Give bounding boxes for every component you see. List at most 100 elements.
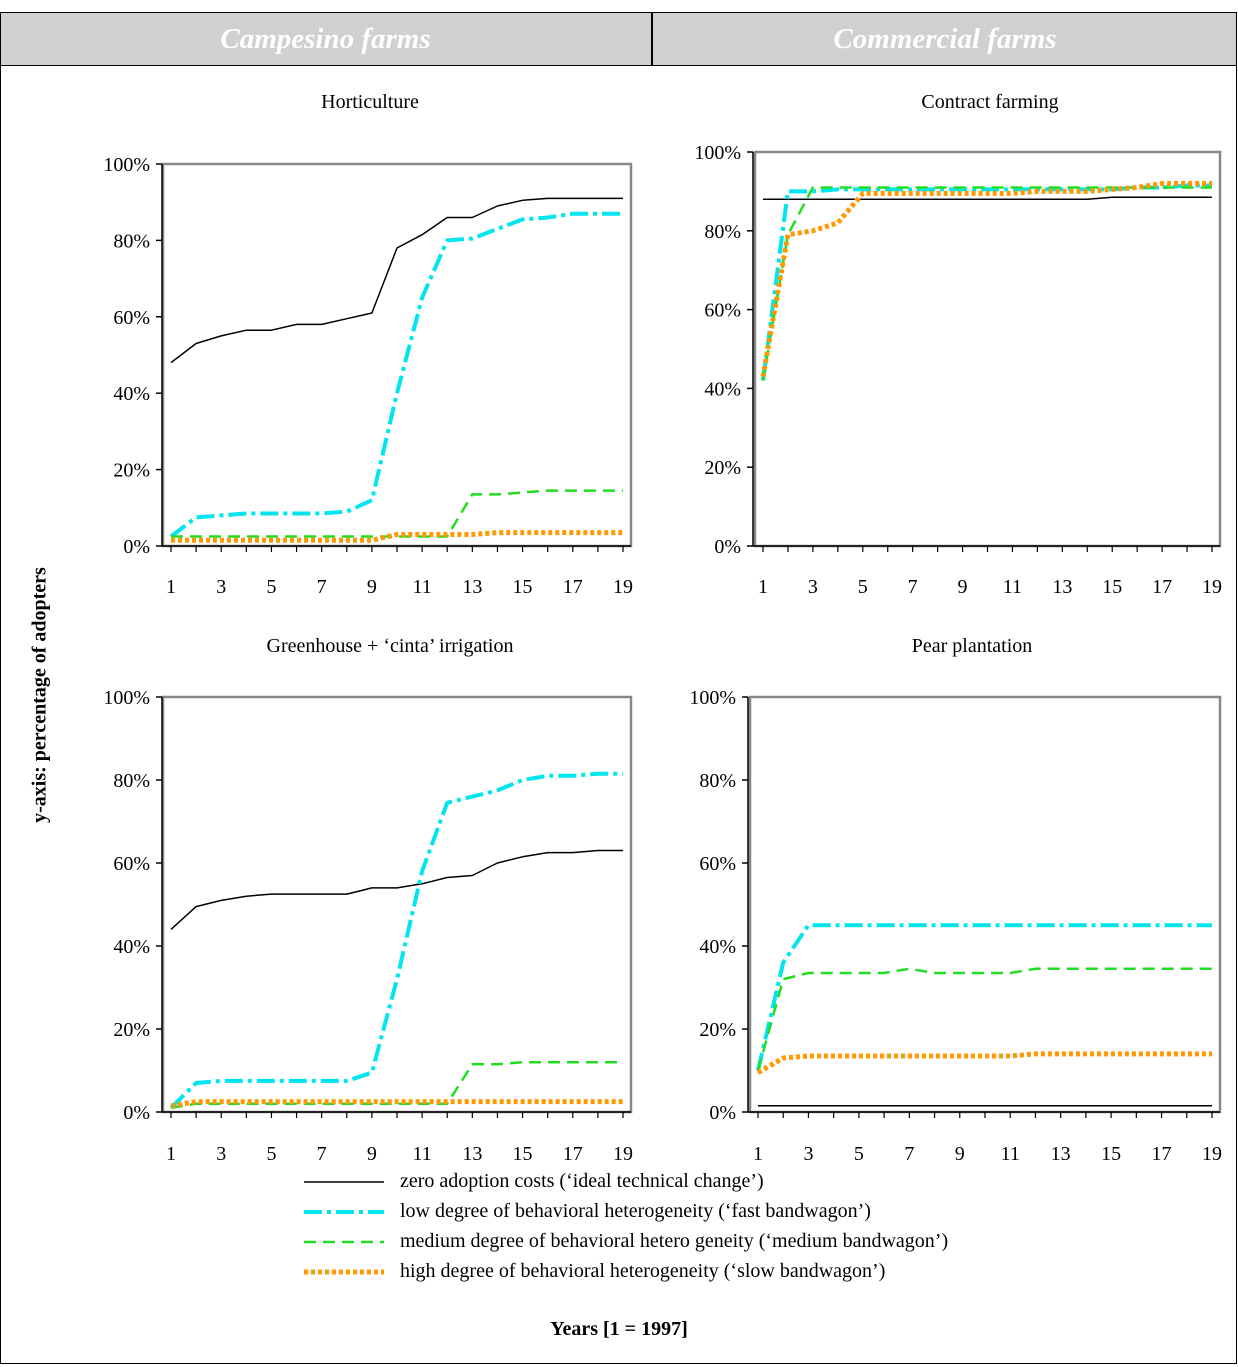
x-tick-label-2-5: 11 (1003, 576, 1022, 598)
x-tick-label-3-2: 5 (266, 1143, 276, 1165)
series-line-slow-4 (756, 1051, 1212, 1075)
chart-title-4: Pear plantation (912, 635, 1033, 657)
x-tick-label-3-0: 1 (166, 1143, 176, 1165)
y-tick-label-3-1: 20% (113, 1019, 150, 1041)
header-row (0, 12, 1237, 66)
x-tick-label-4-3: 7 (904, 1143, 914, 1165)
legend-swatch-medium (304, 1240, 384, 1244)
x-tick-label-3-8: 17 (563, 1143, 583, 1165)
x-tick-label-4-1: 3 (803, 1143, 813, 1165)
x-tick-label-4-2: 5 (854, 1143, 864, 1165)
x-tick-label-3-4: 9 (367, 1143, 377, 1165)
series-line-slow-1 (171, 530, 623, 543)
x-tick-label-4-4: 9 (955, 1143, 965, 1165)
legend-swatch-ideal (304, 1181, 384, 1183)
series-line-ideal-2 (763, 196, 1212, 201)
x-tick-label-3-7: 15 (513, 1143, 533, 1165)
x-tick-label-3-9: 19 (613, 1143, 633, 1165)
x-tick-label-2-3: 7 (908, 576, 918, 598)
x-tick-label-3-3: 7 (317, 1143, 327, 1165)
x-tick-label-4-0: 1 (753, 1143, 763, 1165)
y-tick-label-4-3: 60% (699, 853, 736, 875)
x-tick-label-1-8: 17 (563, 576, 583, 598)
plot-area-2 (753, 150, 1222, 548)
series-line-fast-2 (761, 183, 1212, 381)
x-tick-label-4-6: 13 (1051, 1143, 1071, 1165)
x-tick-label-1-2: 5 (266, 576, 276, 598)
y-tick-label-2-3: 60% (704, 300, 741, 322)
series-line-slow-3 (170, 1099, 623, 1109)
series-line-ideal-1 (170, 197, 623, 364)
header-campesino-farms: Campesino farms (220, 23, 431, 55)
y-tick-label-3-3: 60% (113, 853, 150, 875)
y-tick-label-4-4: 80% (699, 770, 736, 792)
series-line-fast-1 (169, 211, 623, 539)
y-tick-label-2-5: 100% (694, 142, 741, 164)
y-tick-label-2-2: 40% (704, 378, 741, 400)
plot-area-1 (161, 162, 633, 548)
x-tick-label-4-7: 15 (1101, 1143, 1121, 1165)
y-tick-label-4-1: 20% (699, 1019, 736, 1041)
legend-swatch-fast (304, 1210, 384, 1214)
x-tick-label-2-9: 19 (1202, 576, 1222, 598)
x-tick-label-2-2: 5 (858, 576, 868, 598)
x-tick-label-1-7: 15 (513, 576, 533, 598)
plot-area-4 (748, 695, 1222, 1114)
series-line-fast-3 (169, 771, 623, 1110)
x-tick-label-2-4: 9 (958, 576, 968, 598)
y-tick-label-1-0: 0% (123, 536, 150, 558)
y-tick-label-4-5: 100% (689, 687, 736, 709)
chart-title-2: Contract farming (921, 91, 1058, 113)
x-tick-label-1-9: 19 (613, 576, 633, 598)
series-line-ideal-3 (170, 849, 623, 930)
x-tick-label-3-5: 11 (412, 1143, 431, 1165)
legend-swatch-slow (304, 1269, 384, 1275)
legend-label-ideal: zero adoption costs (‘ideal technical ch… (400, 1170, 764, 1192)
legend-label-fast: low degree of behavioral heterogeneity (… (400, 1200, 871, 1222)
x-tick-label-2-7: 15 (1102, 576, 1122, 598)
y-tick-label-1-2: 40% (113, 383, 150, 405)
header-divider (651, 12, 653, 66)
y-tick-label-1-4: 80% (113, 230, 150, 252)
x-tick-label-1-3: 7 (317, 576, 327, 598)
series-line-medium-2 (761, 186, 1212, 381)
x-tick-label-4-5: 11 (1001, 1143, 1020, 1165)
x-tick-label-3-6: 13 (462, 1143, 482, 1165)
x-tick-label-2-0: 1 (758, 576, 768, 598)
legend-label-slow: high degree of behavioral heterogeneity … (400, 1260, 886, 1282)
y-tick-label-2-4: 80% (704, 221, 741, 243)
y-tick-label-2-0: 0% (714, 536, 741, 558)
y-tick-label-1-5: 100% (103, 154, 150, 176)
x-tick-label-1-0: 1 (166, 576, 176, 598)
plot-area-3 (161, 695, 633, 1114)
x-tick-label-4-8: 17 (1152, 1143, 1172, 1165)
series-line-medium-1 (171, 489, 623, 538)
y-tick-label-4-2: 40% (699, 936, 736, 958)
y-tick-label-1-1: 20% (113, 460, 150, 482)
x-tick-label-1-1: 3 (216, 576, 226, 598)
y-tick-label-4-0: 0% (709, 1102, 736, 1124)
x-tick-label-3-1: 3 (216, 1143, 226, 1165)
x-tick-label-2-8: 17 (1152, 576, 1172, 598)
series-line-slow-2 (760, 181, 1212, 378)
header-commercial-farms: Commercial farms (833, 23, 1057, 55)
y-tick-label-3-0: 0% (123, 1102, 150, 1124)
series-line-fast-4 (756, 923, 1212, 1071)
x-axis-caption: Years [1 = 1997] (550, 1318, 688, 1340)
y-tick-label-3-4: 80% (113, 770, 150, 792)
x-tick-label-1-6: 13 (462, 576, 482, 598)
x-tick-label-1-4: 9 (367, 576, 377, 598)
x-tick-label-2-6: 13 (1052, 576, 1072, 598)
y-tick-label-3-5: 100% (103, 687, 150, 709)
chart-title-1: Horticulture (321, 91, 419, 113)
y-axis-caption: y-axis: percentage of adopters (28, 567, 51, 823)
y-tick-label-2-1: 20% (704, 457, 741, 479)
x-tick-label-2-1: 3 (808, 576, 818, 598)
y-tick-label-3-2: 40% (113, 936, 150, 958)
y-tick-label-1-3: 60% (113, 307, 150, 329)
chart-title-3: Greenhouse + ‘cinta’ irrigation (267, 635, 514, 657)
legend-label-medium: medium degree of behavioral hetero genei… (400, 1230, 949, 1252)
x-tick-label-4-9: 19 (1202, 1143, 1222, 1165)
